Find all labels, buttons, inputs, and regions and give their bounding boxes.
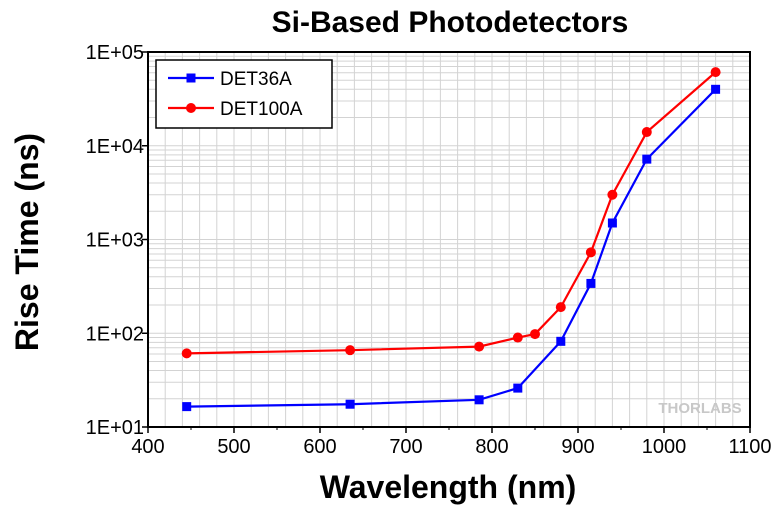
series-layer xyxy=(181,67,721,412)
y-axis-title: Rise Time (ns) xyxy=(9,133,45,351)
data-point xyxy=(181,348,192,359)
data-point xyxy=(642,154,652,164)
x-tick-label: 800 xyxy=(475,436,508,458)
series-det100a xyxy=(181,67,721,359)
x-tick-label: 1000 xyxy=(642,436,687,458)
data-point xyxy=(556,336,566,346)
data-point xyxy=(530,329,540,340)
x-tick-label: 900 xyxy=(561,436,594,458)
data-point xyxy=(585,247,596,258)
x-tick-label: 500 xyxy=(217,436,250,458)
data-point xyxy=(607,218,617,228)
series-line xyxy=(186,88,717,408)
data-point xyxy=(474,341,485,352)
data-point xyxy=(710,67,721,78)
y-tick-label: 1E+05 xyxy=(86,42,144,64)
legend-marker xyxy=(186,103,196,113)
data-point xyxy=(607,189,618,200)
data-point xyxy=(711,84,721,94)
x-tick-label: 600 xyxy=(303,436,336,458)
plot-frame xyxy=(147,51,751,428)
y-tick-label: 1E+03 xyxy=(86,230,144,252)
data-point xyxy=(345,345,356,356)
watermark-logo: THORLABS xyxy=(658,400,741,417)
legend: DET36A DET100A xyxy=(155,59,333,129)
data-point xyxy=(345,399,355,409)
data-point xyxy=(474,395,484,405)
y-tick-label: 1E+04 xyxy=(86,136,144,158)
data-point xyxy=(182,402,192,412)
data-point xyxy=(586,278,596,288)
data-point xyxy=(513,383,523,393)
legend-box xyxy=(155,59,333,129)
y-tick-label: 1E+02 xyxy=(86,323,144,345)
x-tick-label: 1100 xyxy=(728,436,771,458)
data-point xyxy=(641,127,652,138)
legend-marker xyxy=(186,73,196,83)
x-tick-label: 700 xyxy=(389,436,422,458)
series-line xyxy=(186,71,717,355)
x-tick-label: 400 xyxy=(131,436,164,458)
data-point xyxy=(555,302,566,313)
y-tick-label: 1E+01 xyxy=(86,417,144,439)
series-det36a xyxy=(182,84,721,412)
legend-label: DET36A xyxy=(220,69,292,90)
legend-label: DET100A xyxy=(220,99,303,120)
chart-title: Si-Based Photodetectors xyxy=(272,6,629,39)
x-axis-title: Wavelength (nm) xyxy=(320,469,577,505)
tick-labels: 400 500 600 700 800 900 1000 1100 1E+01 1E+02 1E+0… xyxy=(86,42,772,458)
data-point xyxy=(512,332,523,343)
